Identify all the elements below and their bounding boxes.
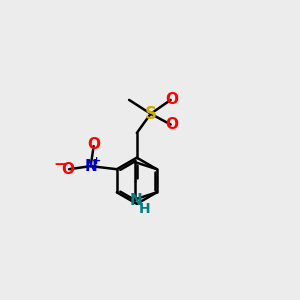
Text: +: + (92, 156, 100, 166)
Text: O: O (166, 92, 179, 107)
Text: N: N (84, 159, 97, 174)
Text: N: N (130, 194, 143, 208)
Text: O: O (166, 117, 179, 132)
Text: −: − (53, 157, 66, 172)
Text: H: H (138, 202, 150, 216)
Text: S: S (145, 105, 157, 123)
Text: O: O (87, 137, 100, 152)
Text: O: O (61, 162, 74, 177)
